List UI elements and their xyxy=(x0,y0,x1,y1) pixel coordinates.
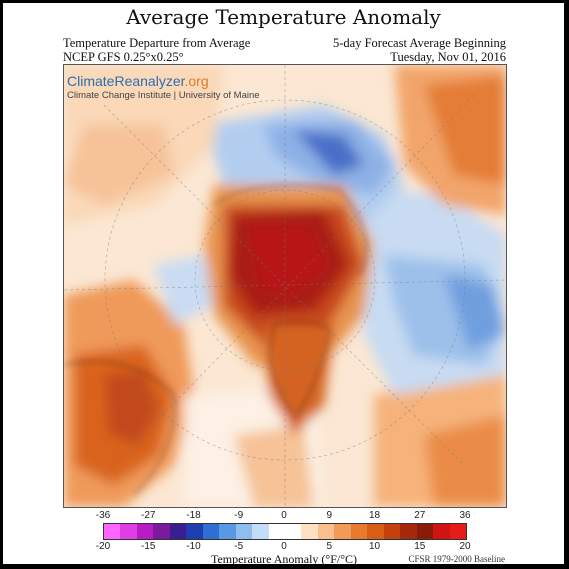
fahrenheit-tick-label: 18 xyxy=(368,510,381,521)
brand-name: ClimateReanalyzer.org xyxy=(67,73,260,89)
celsius-tick-label: -5 xyxy=(234,541,244,552)
colorbar-swatch xyxy=(153,524,170,539)
colorbar-swatch xyxy=(186,524,203,539)
colorbar-swatch xyxy=(367,524,384,539)
figure-frame: Average Temperature Anomaly Temperature … xyxy=(3,3,564,564)
brand-logo: ClimateReanalyzer.org Climate Change Ins… xyxy=(67,73,260,101)
anomaly-map xyxy=(63,64,507,508)
subtitle-forecast: 5-day Forecast Average Beginning xyxy=(333,36,506,50)
brand-name-suffix: .org xyxy=(184,73,209,89)
colorbar xyxy=(103,523,467,540)
colorbar-swatch xyxy=(416,524,434,539)
celsius-tick-label: 20 xyxy=(459,541,471,552)
celsius-tick-label: 0 xyxy=(281,541,287,552)
fahrenheit-tick-label: -18 xyxy=(186,510,201,521)
colorbar-swatch xyxy=(284,524,302,539)
figure-title: Average Temperature Anomaly xyxy=(126,5,441,29)
anomaly-map-graphic xyxy=(64,65,506,507)
baseline-note: CFSR 1979-2000 Baseline xyxy=(408,554,505,564)
colorbar-swatch xyxy=(317,524,335,539)
fahrenheit-tick-label: 36 xyxy=(459,510,471,521)
colorbar-swatch xyxy=(449,524,466,539)
fahrenheit-tick-label: 0 xyxy=(281,510,287,521)
graticule xyxy=(64,65,506,507)
colorbar-swatch xyxy=(334,524,351,539)
colorbar-swatch xyxy=(104,524,121,539)
colorbar-swatch xyxy=(219,524,236,539)
fahrenheit-tick-label: -27 xyxy=(141,510,156,521)
colorbar-legend: -36 -27 -18 -9 0 9 18 27 36 -20 -15 -10 -5 0 5 10 15 20 … xyxy=(63,510,505,564)
subtitle-variable: Temperature Departure from Average xyxy=(63,36,251,50)
anomaly-field xyxy=(64,65,506,507)
colorbar-label: Temperature Anomaly (°F/°C) xyxy=(210,552,358,564)
colorbar-swatch xyxy=(202,524,220,539)
colorbar-swatch xyxy=(433,524,450,539)
celsius-tick-label: -20 xyxy=(95,541,111,552)
colorbar-swatch xyxy=(252,524,269,539)
brand-name-main: ClimateReanalyzer xyxy=(67,73,185,89)
subtitle-date: Tuesday, Nov 01, 2016 xyxy=(390,50,506,64)
colorbar-swatch xyxy=(350,524,368,539)
colorbar-swatch xyxy=(120,524,137,539)
colorbar-swatch xyxy=(235,524,253,539)
celsius-tick-label: 10 xyxy=(368,541,381,552)
fahrenheit-tick-label: 27 xyxy=(414,510,426,521)
coastlines xyxy=(64,184,367,496)
colorbar-swatch xyxy=(383,524,401,539)
fahrenheit-tick-label: -36 xyxy=(95,510,111,521)
brand-subtitle: Climate Change Institute | University of… xyxy=(67,90,260,101)
colorbar-swatch xyxy=(136,524,154,539)
celsius-tick-label: -10 xyxy=(186,541,201,552)
celsius-tick-label: 15 xyxy=(414,541,426,552)
subtitle-model: NCEP GFS 0.25°x0.25° xyxy=(63,50,184,64)
celsius-tick-label: -15 xyxy=(141,541,156,552)
fahrenheit-tick-label: 9 xyxy=(326,510,333,521)
colorbar-swatch xyxy=(169,524,187,539)
colorbar-swatch xyxy=(301,524,318,539)
celsius-tick-label: 5 xyxy=(326,541,333,552)
colorbar-swatch xyxy=(400,524,417,539)
fahrenheit-tick-label: -9 xyxy=(234,510,244,521)
colorbar-swatch xyxy=(268,524,285,539)
